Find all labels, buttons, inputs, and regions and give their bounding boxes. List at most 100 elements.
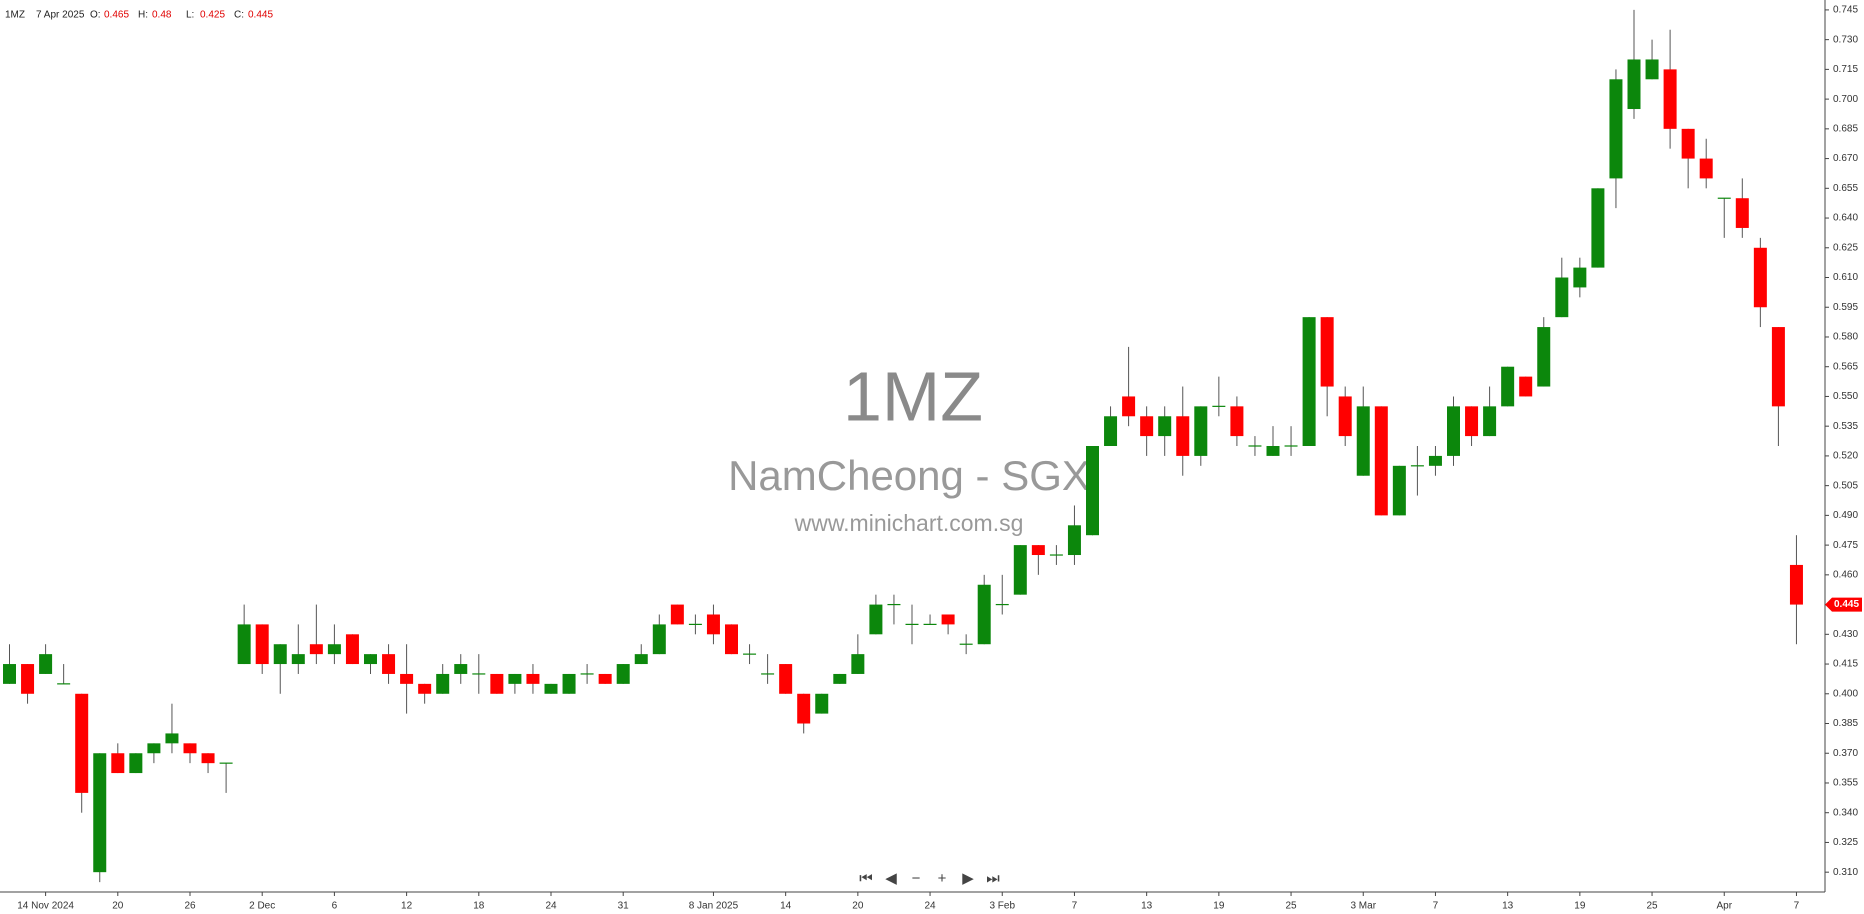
- symbol: 1MZ: [5, 10, 25, 21]
- candle-body: [1573, 267, 1587, 288]
- candle-body: [1266, 446, 1280, 456]
- candle-body: [111, 753, 125, 774]
- candle-body: [147, 743, 161, 754]
- x-tick-label: 25: [1285, 901, 1297, 912]
- candle-body: [39, 654, 53, 674]
- candle-body: [418, 683, 432, 694]
- candle-body: [129, 753, 143, 774]
- candle-body: [634, 654, 648, 665]
- candle-body: [327, 644, 341, 655]
- nav-last[interactable]: ⏭: [986, 870, 1000, 887]
- x-tick-label: 2 Dec: [249, 901, 275, 912]
- y-tick-label: 0.730: [1833, 34, 1858, 45]
- candle-body: [725, 624, 738, 655]
- x-tick-label: 7: [1794, 901, 1800, 912]
- candle-body: [941, 614, 955, 625]
- x-tick-label: 8 Jan 2025: [689, 901, 739, 912]
- y-tick-label: 0.535: [1833, 421, 1858, 432]
- candle-body: [1537, 327, 1551, 387]
- x-tick-label: 3 Feb: [989, 901, 1015, 912]
- candle-body: [1663, 69, 1677, 129]
- candle-body: [1465, 406, 1479, 437]
- y-tick-label: 0.310: [1833, 867, 1858, 878]
- field-value: 0.48: [152, 10, 172, 21]
- candle-body: [1356, 406, 1370, 476]
- candle-body: [526, 673, 540, 684]
- y-tick-label: 0.355: [1833, 778, 1858, 789]
- x-tick-label: 14: [780, 901, 792, 912]
- x-tick-label: 12: [401, 901, 413, 912]
- y-tick-label: 0.685: [1833, 123, 1858, 134]
- y-tick-label: 0.520: [1833, 451, 1858, 462]
- candle-body: [454, 664, 468, 674]
- y-tick-label: 0.655: [1833, 183, 1858, 194]
- field-label: C:: [234, 10, 244, 21]
- x-tick-label: 20: [112, 901, 124, 912]
- y-tick-label: 0.700: [1833, 94, 1858, 105]
- candle-body: [1483, 406, 1497, 437]
- x-tick-label: 26: [184, 901, 196, 912]
- candle-body: [1771, 327, 1785, 407]
- y-tick-label: 0.565: [1833, 361, 1858, 372]
- candle-body: [201, 753, 215, 764]
- candle-body: [165, 733, 179, 744]
- candle-body: [544, 683, 558, 694]
- candle-body: [1555, 277, 1569, 318]
- candle-body: [3, 664, 16, 684]
- candle-body: [1753, 247, 1767, 308]
- last-price-tag: [1825, 597, 1862, 612]
- y-tick-label: 0.460: [1833, 569, 1858, 580]
- candle-body: [1447, 406, 1460, 456]
- candle-body: [21, 664, 35, 694]
- candle-body: [490, 673, 504, 694]
- candle-body: [75, 693, 89, 793]
- candle-body: [1086, 446, 1099, 536]
- candle-body: [183, 743, 197, 754]
- y-tick-label: 0.550: [1833, 391, 1858, 402]
- x-tick-label: 19: [1213, 901, 1225, 912]
- y-tick-label: 0.490: [1833, 510, 1858, 521]
- candle-body: [1789, 564, 1803, 605]
- candle-body: [1428, 455, 1442, 466]
- nav-zoom-in[interactable]: +: [938, 870, 947, 887]
- candle-body: [291, 654, 305, 665]
- x-tick-label: 14 Nov 2024: [17, 901, 74, 912]
- candle-body: [1374, 406, 1388, 516]
- x-tick-label: 18: [473, 901, 485, 912]
- nav-zoom-out[interactable]: −: [912, 870, 921, 887]
- candle-body: [616, 664, 630, 684]
- x-tick-label: 13: [1141, 901, 1153, 912]
- candle-body: [1122, 396, 1136, 417]
- y-tick-label: 0.505: [1833, 480, 1858, 491]
- candle-body: [1031, 545, 1045, 556]
- candle-body: [1176, 416, 1190, 456]
- nav-prev[interactable]: ◀: [885, 870, 897, 887]
- y-tick-label: 0.610: [1833, 272, 1858, 283]
- candle-body: [1735, 198, 1749, 228]
- candle-body: [797, 693, 811, 724]
- watermark-name: NamCheong - SGX: [728, 452, 1090, 499]
- x-tick-label: 20: [852, 901, 864, 912]
- x-tick-label: 7: [1072, 901, 1078, 912]
- candle-body: [309, 644, 323, 655]
- nav-first[interactable]: ⏮: [859, 870, 873, 887]
- candle-body: [562, 673, 576, 694]
- y-tick-label: 0.385: [1833, 718, 1858, 729]
- candle-body: [815, 693, 829, 714]
- field-value: 0.465: [104, 10, 129, 21]
- candle-body: [364, 654, 377, 665]
- candle-body: [273, 644, 287, 665]
- x-tick-label: 6: [332, 901, 338, 912]
- field-label: L:: [186, 10, 194, 21]
- nav-next[interactable]: ▶: [962, 870, 974, 887]
- candle-body: [598, 673, 612, 684]
- watermark-code: 1MZ: [843, 357, 983, 435]
- last-price-label: 0.445: [1834, 599, 1859, 610]
- candle-body: [779, 664, 793, 694]
- candle-body: [1320, 317, 1334, 387]
- field-value: 0.425: [200, 10, 225, 21]
- field-label: H:: [138, 10, 148, 21]
- candle-body: [1392, 465, 1406, 516]
- candle-body: [833, 673, 847, 684]
